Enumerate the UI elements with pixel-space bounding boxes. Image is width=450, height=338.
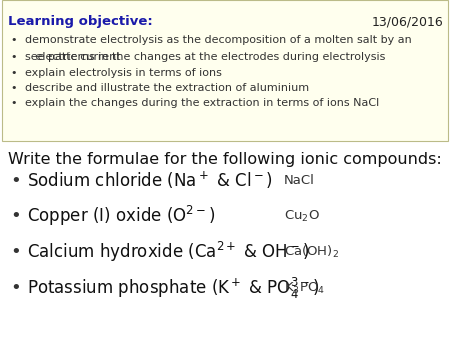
- Text: •: •: [10, 243, 21, 261]
- Text: Calcium hydroxide (Ca$^{2+}$ & OH$^-$): Calcium hydroxide (Ca$^{2+}$ & OH$^-$): [27, 240, 310, 264]
- Text: •: •: [10, 35, 16, 46]
- Text: demonstrate electrolysis as the decomposition of a molten salt by an: demonstrate electrolysis as the decompos…: [25, 35, 411, 46]
- Text: •: •: [10, 172, 21, 190]
- Text: explain the changes during the extraction in terms of ions NaCl: explain the changes during the extractio…: [25, 98, 379, 108]
- Text: Cu$_2$O: Cu$_2$O: [284, 209, 319, 224]
- Text: 13/06/2016: 13/06/2016: [372, 15, 443, 28]
- Text: electric current: electric current: [25, 52, 121, 62]
- Text: describe and illustrate the extraction of aluminium: describe and illustrate the extraction o…: [25, 83, 309, 93]
- Text: Learning objective:: Learning objective:: [8, 15, 153, 28]
- Text: NaCl: NaCl: [284, 174, 315, 187]
- Text: Sodium chloride (Na$^+$ & Cl$^-$): Sodium chloride (Na$^+$ & Cl$^-$): [27, 170, 273, 192]
- Text: Copper (I) oxide (O$^{2-}$): Copper (I) oxide (O$^{2-}$): [27, 204, 215, 228]
- Text: •: •: [10, 98, 16, 108]
- Text: see patterns in the changes at the electrodes during electrolysis: see patterns in the changes at the elect…: [25, 52, 385, 63]
- Text: explain electrolysis in terms of ions: explain electrolysis in terms of ions: [25, 68, 221, 78]
- Text: •: •: [10, 52, 16, 63]
- Text: Write the formulae for the following ionic compounds:: Write the formulae for the following ion…: [8, 152, 442, 167]
- Text: •: •: [10, 279, 21, 297]
- Text: Ca(OH)$_2$: Ca(OH)$_2$: [284, 244, 339, 260]
- FancyBboxPatch shape: [2, 0, 448, 141]
- Text: •: •: [10, 68, 16, 78]
- Text: Potassium phosphate (K$^+$ & PO$_4^{3-}$): Potassium phosphate (K$^+$ & PO$_4^{3-}$…: [27, 275, 319, 300]
- Text: •: •: [10, 83, 16, 93]
- Text: •: •: [10, 207, 21, 225]
- Text: K$_3$PO$_4$: K$_3$PO$_4$: [284, 281, 324, 295]
